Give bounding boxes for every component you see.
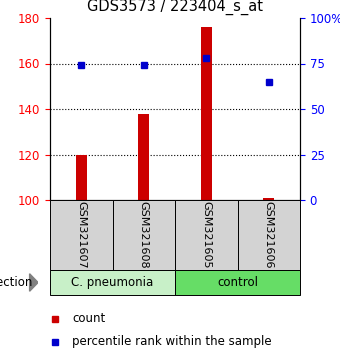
Bar xyxy=(175,200,238,270)
Bar xyxy=(201,27,212,200)
Bar xyxy=(50,270,175,295)
Text: infection: infection xyxy=(0,276,33,289)
Bar xyxy=(238,200,300,270)
Bar xyxy=(50,200,113,270)
Text: GSM321606: GSM321606 xyxy=(264,201,274,269)
Text: GSM321608: GSM321608 xyxy=(139,201,149,269)
Text: GSM321605: GSM321605 xyxy=(201,201,211,269)
Bar xyxy=(75,154,87,200)
Text: GSM321607: GSM321607 xyxy=(76,201,86,269)
Text: percentile rank within the sample: percentile rank within the sample xyxy=(72,335,272,348)
Text: C. pneumonia: C. pneumonia xyxy=(71,276,154,289)
Title: GDS3573 / 223404_s_at: GDS3573 / 223404_s_at xyxy=(87,0,263,15)
Polygon shape xyxy=(30,274,38,291)
Bar xyxy=(113,200,175,270)
Text: control: control xyxy=(217,276,258,289)
Bar xyxy=(138,114,149,200)
Bar xyxy=(263,198,274,200)
Bar xyxy=(175,270,300,295)
Text: count: count xyxy=(72,312,106,325)
